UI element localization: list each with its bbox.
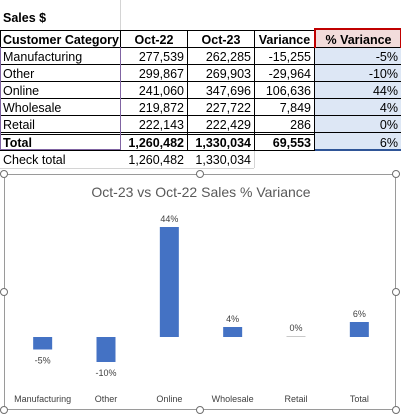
cell-category[interactable]: Manufacturing [3, 50, 83, 64]
cell-pct-variance[interactable]: 44% [372, 84, 398, 98]
cell-variance[interactable]: 286 [290, 118, 311, 132]
cell-oct23[interactable]: 347,696 [205, 84, 251, 98]
reference-border-blue [315, 149, 401, 151]
chart-area[interactable]: Oct-23 vs Oct-22 Sales % Variance -5% Man… [4, 174, 396, 410]
cell-oct23[interactable]: 227,722 [205, 101, 251, 115]
resize-handle-right[interactable] [392, 288, 400, 296]
row-border [0, 64, 401, 65]
category-label-total: Total [350, 394, 369, 404]
cell-oct22[interactable]: 219,872 [138, 101, 184, 115]
row-border [0, 81, 401, 82]
col-border [314, 30, 315, 151]
category-label-online: Online [156, 394, 182, 404]
cell-pct-variance[interactable]: 4% [379, 101, 398, 115]
cell-variance[interactable]: -29,964 [268, 67, 311, 81]
resize-handle-left[interactable] [0, 288, 8, 296]
bar-retail[interactable] [286, 336, 306, 337]
cell-check-oct22[interactable]: 1,260,482 [128, 153, 184, 167]
sheet-title[interactable]: Sales $ [3, 11, 47, 25]
cell-pct-variance[interactable]: 0% [379, 118, 398, 132]
cell-oct22[interactable]: 241,060 [138, 84, 184, 98]
cell-oct23[interactable]: 262,285 [205, 50, 251, 64]
reference-border-purple [0, 149, 121, 150]
cell-variance[interactable]: 106,636 [265, 84, 311, 98]
resize-handle-bottom[interactable] [196, 406, 204, 414]
cell-oct23[interactable]: 222,429 [205, 118, 251, 132]
cell-category[interactable]: Retail [3, 118, 35, 132]
cell-total-oct22[interactable]: 1,260,482 [128, 136, 184, 150]
resize-handle-top[interactable] [196, 170, 204, 178]
row-border [0, 47, 401, 48]
header-customer-category[interactable]: Customer Category [3, 33, 119, 47]
header-pct-variance[interactable]: % Variance [325, 33, 392, 47]
resize-handle-top-left[interactable] [0, 170, 8, 178]
resize-handle-top-right[interactable] [392, 170, 400, 178]
row-border [0, 98, 401, 99]
category-label-other: Other [95, 394, 118, 404]
cell-total-oct23[interactable]: 1,330,034 [195, 136, 251, 150]
bar-wholesale[interactable] [223, 327, 243, 337]
category-label-manufacturing: Manufacturing [14, 394, 71, 404]
cell-variance[interactable]: -15,255 [268, 50, 311, 64]
row-border [0, 150, 315, 151]
data-label-other: -10% [95, 368, 116, 378]
header-oct22[interactable]: Oct-22 [134, 33, 174, 47]
cell-oct22[interactable]: 299,867 [138, 67, 184, 81]
cell-check-total-label[interactable]: Check total [3, 153, 66, 167]
gridline [254, 150, 255, 168]
total-double-border [0, 134, 315, 135]
cell-total-variance[interactable]: 69,553 [272, 136, 311, 150]
gridline [0, 168, 254, 169]
bar-other[interactable] [96, 337, 116, 362]
cell-total-label[interactable]: Total [3, 136, 32, 150]
category-label-wholesale: Wholesale [212, 394, 254, 404]
resize-handle-bottom-left[interactable] [0, 406, 8, 414]
category-label-retail: Retail [284, 394, 307, 404]
gridline [120, 0, 121, 30]
data-label-total: 6% [353, 309, 366, 319]
cell-oct22[interactable]: 277,539 [138, 50, 184, 64]
resize-handle-bottom-right[interactable] [392, 406, 400, 414]
selection-marker-top [314, 28, 401, 30]
bar-online[interactable] [159, 227, 179, 337]
cell-variance[interactable]: 7,849 [279, 101, 311, 115]
cell-pct-variance[interactable]: -5% [375, 50, 398, 64]
reference-border-purple [0, 47, 1, 150]
cell-category[interactable]: Online [3, 84, 40, 98]
row-border [0, 115, 401, 116]
selected-range-highlight [315, 30, 401, 150]
data-label-manufacturing: -5% [35, 356, 51, 366]
cell-check-oct23[interactable]: 1,330,034 [195, 153, 251, 167]
data-label-online: 44% [160, 214, 178, 224]
cell-category[interactable]: Wholesale [3, 101, 62, 115]
row-border [0, 132, 401, 133]
chart-title: Oct-23 vs Oct-22 Sales % Variance [91, 184, 310, 200]
cell-total-pct-variance[interactable]: 6% [379, 136, 398, 150]
bar-manufacturing[interactable] [33, 337, 53, 350]
cell-pct-variance[interactable]: -10% [368, 67, 398, 81]
selection-marker-left [314, 28, 316, 48]
cell-oct23[interactable]: 269,903 [205, 67, 251, 81]
header-variance[interactable]: Variance [258, 33, 311, 47]
selected-header-highlight [315, 30, 401, 47]
row-border [0, 30, 315, 31]
header-oct23[interactable]: Oct-23 [201, 33, 241, 47]
bar-chart: Oct-23 vs Oct-22 Sales % Variance -5% Man… [14, 184, 369, 404]
cell-oct22[interactable]: 222,143 [138, 118, 184, 132]
cell-category[interactable]: Other [3, 67, 35, 81]
col-border [254, 30, 255, 151]
data-label-retail: 0% [289, 323, 302, 333]
col-border [187, 30, 188, 151]
data-label-wholesale: 4% [226, 314, 239, 324]
reference-border-purple [120, 47, 121, 150]
bar-total[interactable] [349, 322, 369, 337]
